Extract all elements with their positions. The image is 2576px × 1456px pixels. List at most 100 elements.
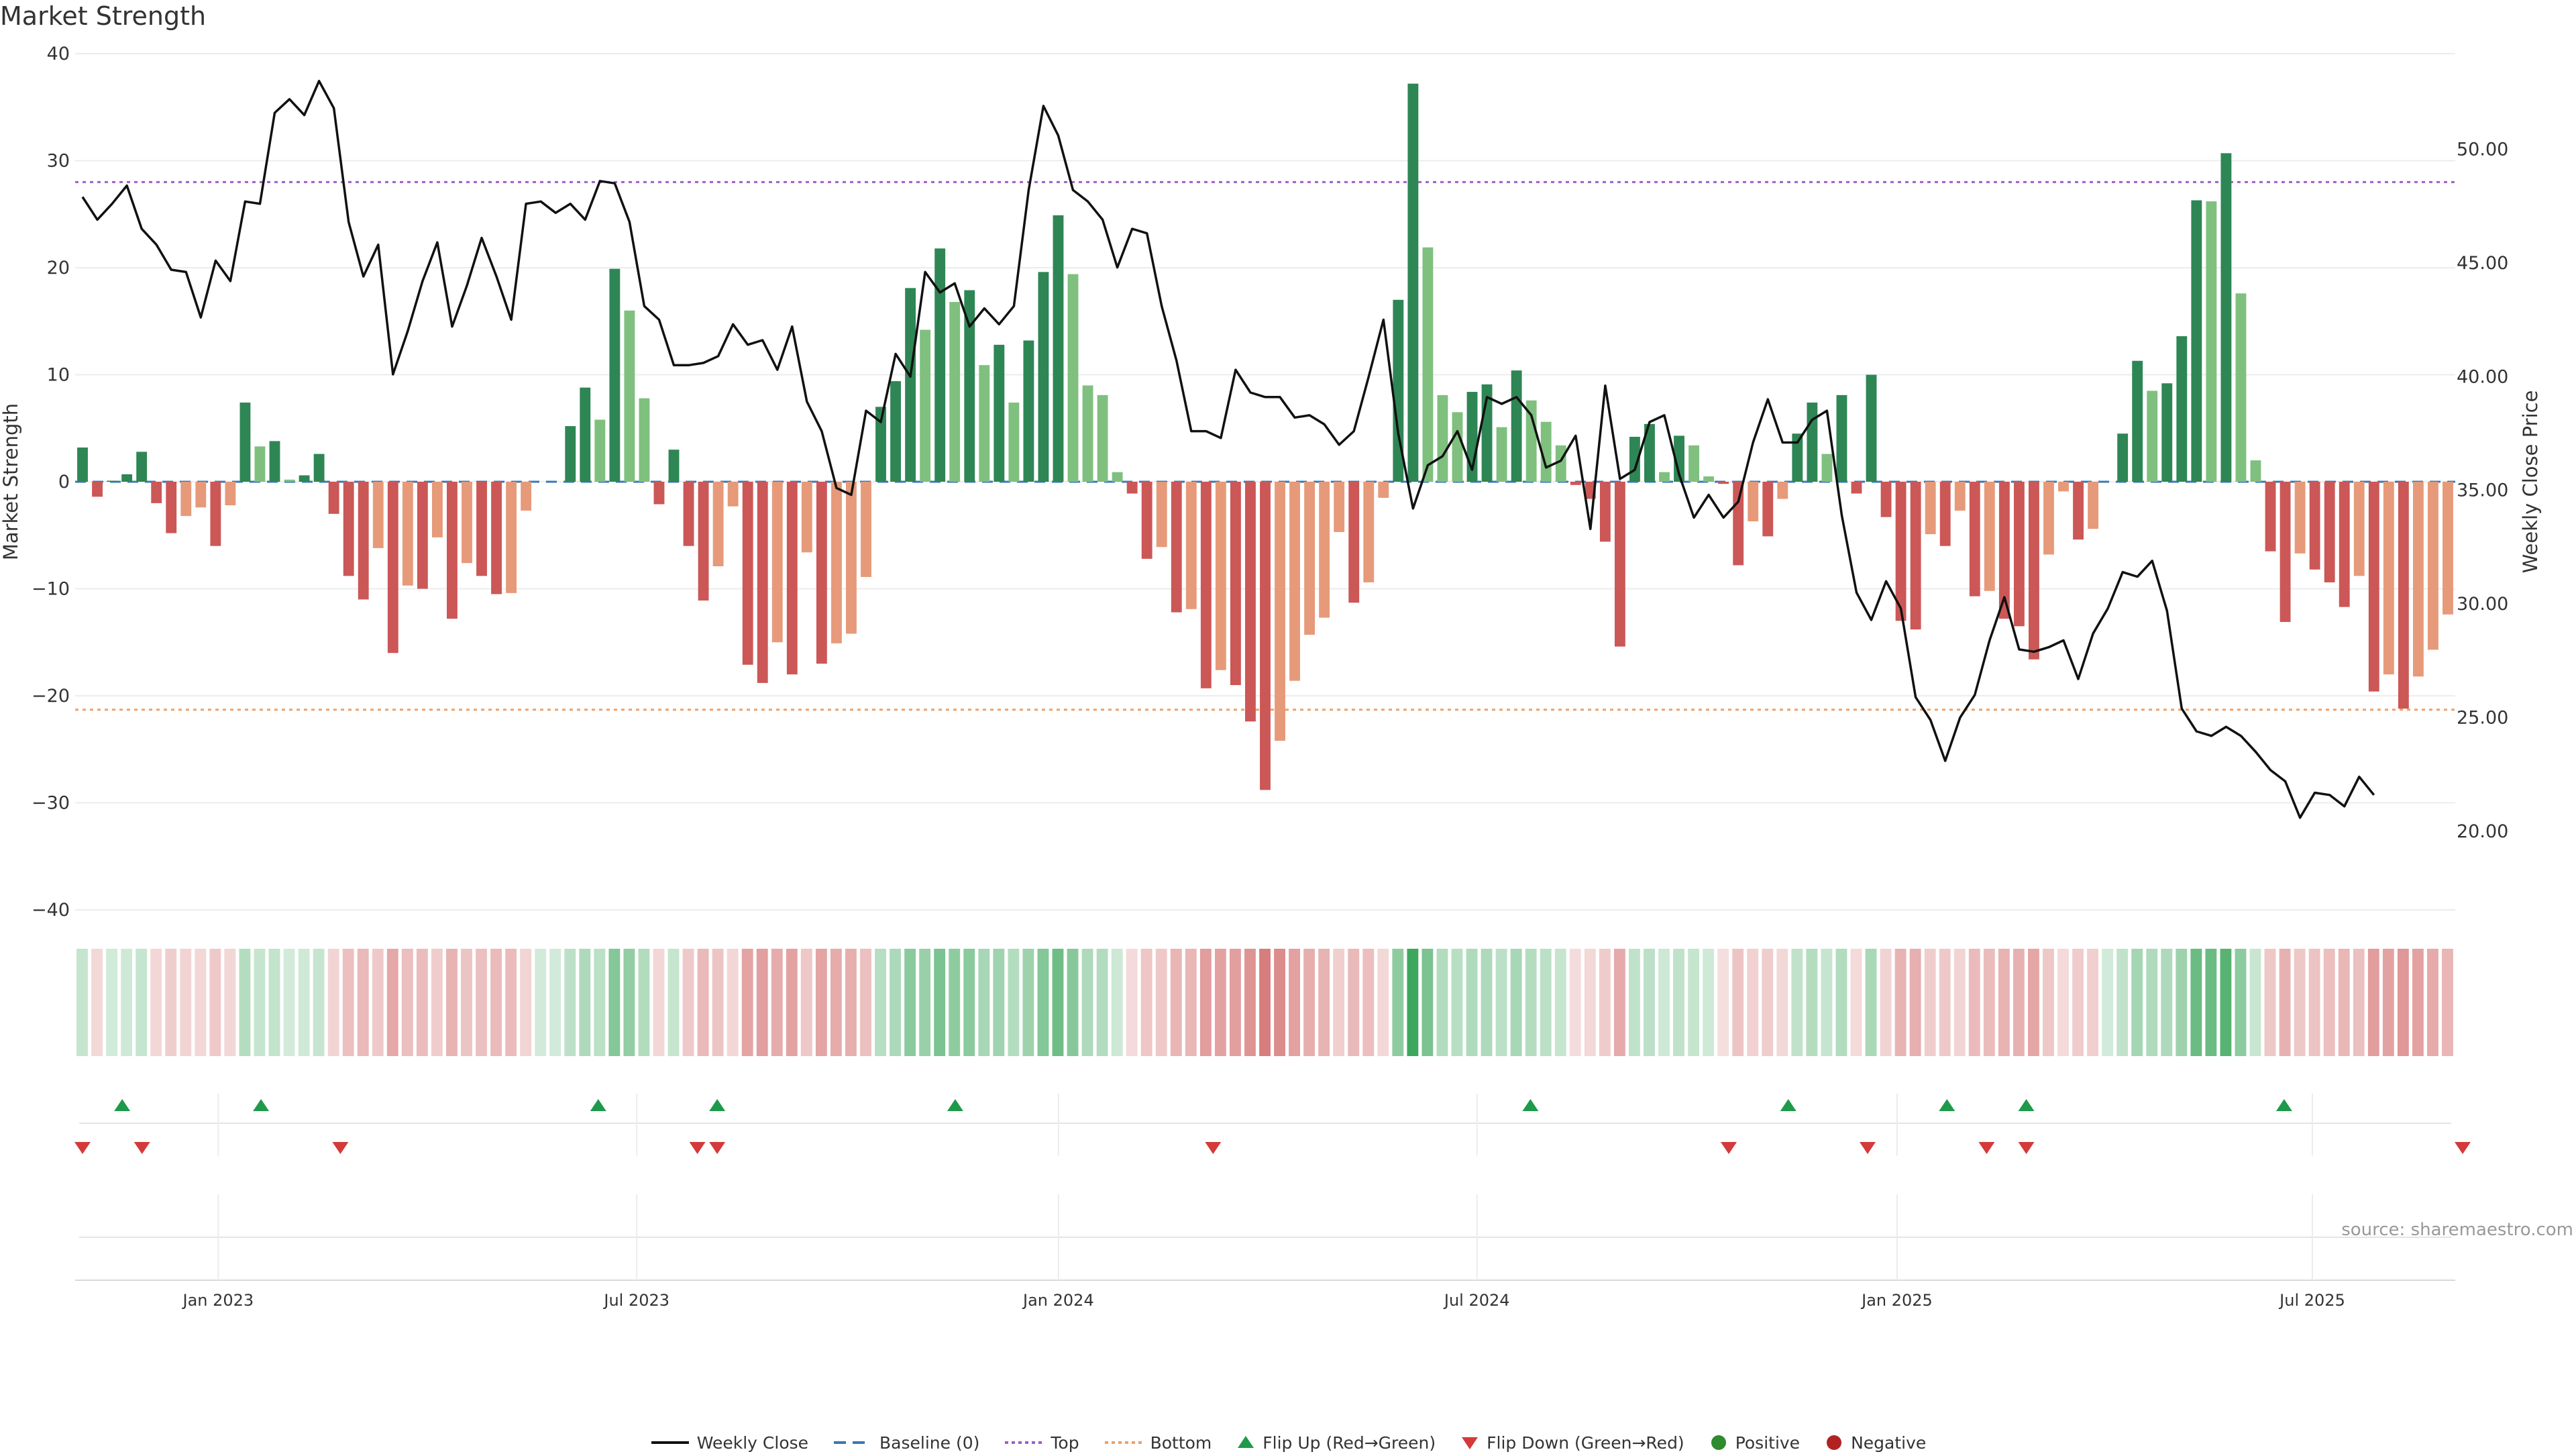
heat-cell [416, 949, 428, 1056]
strength-bar [1393, 299, 1404, 482]
strength-bar [1230, 482, 1241, 686]
heat-cell [2382, 949, 2394, 1056]
heat-cell [372, 949, 384, 1056]
strength-bar [1511, 370, 1522, 482]
strength-bar [2309, 482, 2320, 570]
strength-bar [1821, 454, 1833, 482]
heat-cell [1584, 949, 1596, 1056]
strength-bar [1185, 482, 1197, 609]
left-tick-label: −40 [32, 900, 70, 921]
left-tick-label: −10 [32, 579, 70, 600]
weekly-close-layer [81, 79, 2375, 819]
strength-bar [2176, 336, 2188, 482]
strength-bar [121, 474, 133, 482]
heat-cell [845, 949, 857, 1056]
legend-item[interactable]: Positive [1709, 1433, 1800, 1453]
strength-bar [2443, 482, 2453, 615]
strength-bar [2088, 482, 2099, 529]
strength-bar [2029, 482, 2039, 660]
strength-bar [1378, 482, 1389, 498]
heat-cell [1303, 949, 1316, 1056]
heat-cell [1008, 949, 1020, 1056]
strength-bar [77, 447, 88, 482]
heat-cell [209, 949, 221, 1056]
strength-bar [107, 480, 118, 482]
heat-cell [2397, 949, 2409, 1056]
heat-cell [1096, 949, 1108, 1056]
chart-title: Market Strength [0, 1, 207, 31]
heat-cell [1362, 949, 1375, 1056]
dotted-swatch-icon [1005, 1441, 1043, 1444]
heat-cell [1126, 949, 1138, 1056]
heat-cell [1776, 949, 1788, 1056]
strength-bar [565, 426, 576, 482]
strength-bar [1792, 433, 1803, 482]
left-tick-label: 30 [47, 151, 70, 172]
strength-bar [1851, 482, 1862, 494]
dotted-swatch-icon [1104, 1441, 1142, 1444]
strength-bar [1023, 340, 1034, 482]
strength-bar [727, 482, 739, 507]
strength-bar [447, 482, 458, 619]
strength-bar [358, 482, 369, 600]
strength-bar [801, 482, 812, 553]
strength-bar [1126, 482, 1138, 494]
heat-cell [727, 949, 739, 1056]
heat-cell [91, 949, 103, 1056]
legend-label: Negative [1851, 1433, 1927, 1453]
strength-bar [2368, 482, 2379, 692]
heat-cell [106, 949, 118, 1056]
legend-item[interactable]: Flip Up (Red→Green) [1236, 1433, 1436, 1453]
flip-down-marker [332, 1142, 349, 1154]
x-tick-label: Jul 2023 [602, 1291, 669, 1310]
strength-bar [2339, 482, 2350, 607]
strength-bar [846, 482, 857, 634]
strength-bar [698, 482, 709, 601]
strength-bar [1171, 482, 1182, 613]
legend-item[interactable]: Negative [1824, 1433, 1926, 1453]
axis-layer: 40 30 20 10 0 −10 −20 −30 −40 50.00 45.00 40.00 35.0… [0, 44, 2542, 921]
strength-bar [580, 387, 591, 482]
heat-cell [2367, 949, 2379, 1056]
strength-bar [830, 482, 842, 643]
heat-cell [2235, 949, 2247, 1056]
strength-bar [1984, 482, 1995, 591]
heat-cell [594, 949, 606, 1056]
heat-cell [2146, 949, 2158, 1056]
strength-bar [225, 482, 236, 506]
heat-cell [1495, 949, 1507, 1056]
heat-cell [1451, 949, 1463, 1056]
strength-bar [2220, 153, 2232, 482]
legend-item[interactable]: Top [1004, 1433, 1079, 1453]
heat-cell [2294, 949, 2306, 1056]
flip-down-marker [74, 1142, 91, 1154]
heat-cell [756, 949, 768, 1056]
heat-cell [1894, 949, 1907, 1056]
heat-cell [2264, 949, 2276, 1056]
strength-bar [136, 452, 148, 482]
legend-item[interactable]: Flip Down (Green→Red) [1460, 1433, 1684, 1453]
strength-bar [1200, 482, 1212, 688]
right-tick-label: 30.00 [2457, 594, 2508, 615]
circle-icon [1711, 1435, 1726, 1450]
legend-item[interactable]: Baseline (0) [833, 1433, 979, 1453]
heat-cell [446, 949, 458, 1056]
legend-item[interactable]: Weekly Close [650, 1433, 808, 1453]
right-tick-label: 50.00 [2457, 139, 2508, 160]
heat-cell [1333, 949, 1345, 1056]
heat-cell [1155, 949, 1167, 1056]
heat-cell [1953, 949, 1966, 1056]
heat-cell [476, 949, 487, 1056]
heat-cell [815, 949, 827, 1056]
legend-item[interactable]: Bottom [1104, 1433, 1212, 1453]
heat-cell [239, 949, 251, 1056]
strength-bar [1895, 482, 1907, 621]
strength-bar [861, 482, 871, 577]
flip-up-marker [2018, 1099, 2035, 1111]
heat-cell [2249, 949, 2261, 1056]
dashed-swatch-icon [834, 1441, 872, 1444]
strength-bar [949, 302, 961, 482]
x-tick-label: Jan 2025 [1860, 1291, 1933, 1310]
legend: Weekly Close Baseline (0) Top Bottom Flip Up… [0, 1429, 2576, 1456]
strength-bar [2191, 200, 2202, 482]
